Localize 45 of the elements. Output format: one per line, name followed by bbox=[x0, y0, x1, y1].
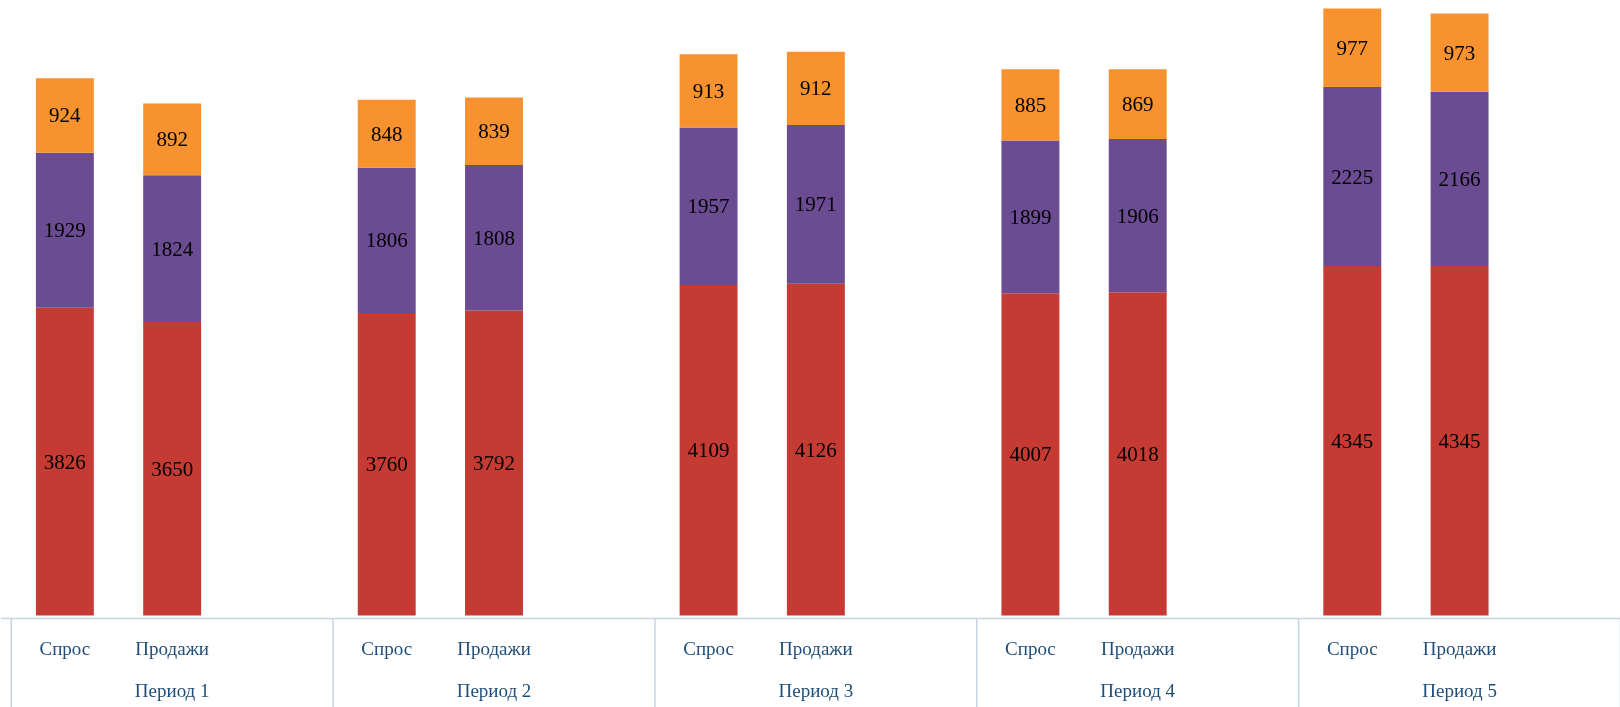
data-label: 3826 bbox=[43, 449, 86, 474]
data-label: 1957 bbox=[687, 194, 730, 219]
data-label: 885 bbox=[1014, 92, 1047, 117]
data-label: 1971 bbox=[794, 192, 837, 217]
data-label: 3760 bbox=[365, 452, 408, 477]
text: Период 4 bbox=[1100, 680, 1176, 701]
x-tick-label: Продажи bbox=[1422, 638, 1497, 659]
text: Период 5 bbox=[1422, 680, 1497, 701]
data-label: 848 bbox=[370, 121, 403, 146]
x-tick-label: Продажи bbox=[135, 638, 209, 659]
text: Период 2 bbox=[456, 680, 532, 701]
x-tick-label: Спрос bbox=[1326, 638, 1378, 659]
data-label: 1899 bbox=[1009, 204, 1052, 229]
x-tick-label: Продажи bbox=[457, 638, 531, 659]
x-tick-label: Спрос bbox=[683, 638, 734, 659]
x-tick-label: Спрос bbox=[1005, 638, 1056, 659]
data-label: 977 bbox=[1336, 35, 1369, 60]
x-tick-label: Продажи bbox=[779, 638, 853, 659]
text: Период 1 bbox=[134, 680, 210, 701]
data-label: 1824 bbox=[151, 236, 194, 261]
data-label: 4126 bbox=[794, 437, 837, 462]
data-label: 912 bbox=[800, 76, 832, 101]
data-label: 4018 bbox=[1116, 441, 1159, 466]
data-label: 2166 bbox=[1438, 166, 1481, 191]
x-tick-label: Продажи bbox=[1100, 638, 1175, 659]
data-label: 2225 bbox=[1331, 164, 1374, 189]
data-label: 924 bbox=[49, 103, 82, 128]
data-label: 4109 bbox=[687, 438, 730, 463]
data-label: 1808 bbox=[473, 225, 516, 250]
data-label: 4345 bbox=[1438, 428, 1481, 453]
data-label: 892 bbox=[156, 127, 188, 152]
data-label: 839 bbox=[478, 119, 510, 144]
data-label: 3650 bbox=[151, 456, 194, 481]
data-label: 4345 bbox=[1331, 428, 1374, 453]
data-label: 1806 bbox=[365, 228, 408, 253]
data-label: 1906 bbox=[1116, 203, 1159, 228]
data-label: 913 bbox=[692, 78, 725, 103]
data-label: 4007 bbox=[1009, 442, 1052, 467]
text: Период 3 bbox=[778, 680, 854, 701]
x-tick-label: Спрос bbox=[39, 638, 91, 659]
x-tick-label: Спрос bbox=[361, 638, 413, 659]
data-label: 3792 bbox=[473, 451, 516, 476]
data-label: 1929 bbox=[43, 218, 86, 243]
data-label: 869 bbox=[1121, 92, 1154, 117]
data-label: 973 bbox=[1443, 40, 1476, 65]
